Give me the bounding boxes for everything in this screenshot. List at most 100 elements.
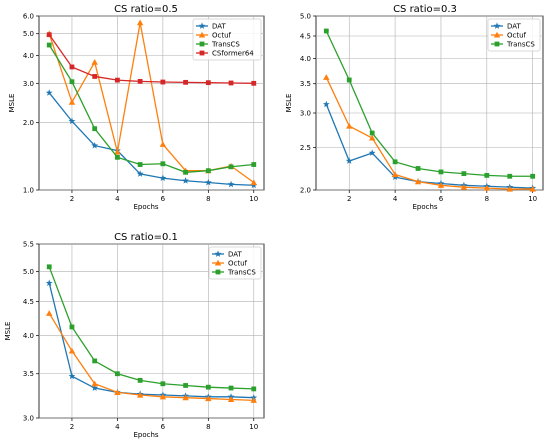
data-point-transcs [115,371,120,377]
data-point-transcs [69,79,75,85]
data-point-dat [91,141,99,149]
x-tick-label: 8 [485,195,489,203]
y-tick-label: 2.0 [300,187,311,195]
x-tick-label: 6 [161,423,166,431]
legend-marker-octuf [493,31,501,38]
data-point-transcs [369,130,375,136]
legend-box [487,18,541,52]
legend-label-transcs: TransCS [211,41,240,49]
data-point-csformer64 [115,77,120,83]
x-tick-label: 6 [439,195,444,203]
data-point-octuf [68,347,76,354]
data-point-transcs [392,159,398,165]
data-point-dat [227,180,235,188]
legend-marker-csformer64 [199,50,205,56]
series-line-octuf [48,312,254,402]
series-line-dat [48,282,254,399]
data-point-transcs [115,154,120,160]
data-point-octuf [114,148,121,155]
x-tick-label: 10 [249,195,258,203]
x-tick-label: 2 [70,423,74,431]
data-point-csformer64 [46,32,52,38]
data-point-octuf [136,19,144,26]
data-point-octuf [346,122,353,129]
y-tick-label: 5.5 [23,241,34,249]
series-group [45,19,258,189]
y-tick-label: 2.0 [23,119,34,127]
y-tick-label: 3.0 [300,110,311,118]
data-point-dat [91,384,99,391]
y-tick-label: 5.0 [23,30,34,38]
data-point-octuf [250,179,257,186]
data-point-csformer64 [92,74,98,79]
data-point-octuf [114,389,121,395]
legend-marker-octuf [214,259,222,266]
x-tick-label: 6 [161,195,166,203]
axis-ticks: 2 4 6 8 10 1.0 2.0 3.0 4.0 5.0 6.0 [23,13,258,204]
data-point-dat [136,170,144,177]
data-point-octuf [227,396,235,403]
x-tick-label: 10 [528,195,537,203]
y-tick-label: 6.0 [23,13,34,21]
series-line-octuf [325,77,533,190]
chart-title: CS ratio=0.3 [393,4,457,15]
y-tick-label: 4.0 [300,55,311,63]
legend-marker-transcs [215,269,221,275]
series-line-dat [325,104,533,189]
data-point-transcs [438,169,444,175]
data-point-transcs [137,377,143,383]
data-point-octuf [506,185,513,192]
y-tick-label: 1.0 [23,187,34,195]
data-point-transcs [205,384,211,390]
y-tick-label: 4.5 [23,298,34,306]
data-point-octuf [205,395,212,402]
y-tick-label: 4.0 [23,332,34,340]
chart-panel-cs-0.3: CS ratio=0.3 2 4 6 8 10 2.0 2.5 3.0 3.5 4.0 4.5 5.0… [285,4,544,211]
data-point-transcs [160,381,166,387]
legend-label-dat: DAT [212,23,227,31]
data-point-dat [345,157,353,164]
axis-ticks: 2 4 6 8 10 2.0 2.5 3.0 3.5 4.0 4.5 5.0 [300,13,537,204]
data-point-transcs [323,28,329,34]
data-point-transcs [484,172,490,178]
y-tick-label: 4.0 [23,52,34,60]
series-line-transcs [48,44,254,173]
legend-label-transcs: TransCS [227,269,256,277]
data-point-octuf [91,380,98,387]
data-point-csformer64 [160,79,166,85]
data-point-transcs [46,264,52,270]
y-tick-label: 3.0 [23,415,34,423]
series-group [322,28,537,192]
y-axis-label: MSLE [285,94,293,113]
legend-label-octuf: Octuf [212,32,232,40]
data-point-dat [368,149,376,156]
legend-marker-transcs [494,41,500,47]
legend-label-csformer64: CSformer64 [212,50,254,58]
x-tick-label: 4 [393,195,398,203]
data-point-octuf [250,397,257,403]
data-point-octuf [182,394,189,401]
data-point-octuf [159,141,167,147]
data-point-transcs [461,171,467,177]
x-tick-label: 4 [115,423,120,431]
data-point-transcs [415,166,421,171]
data-point-octuf [437,182,445,188]
data-point-csformer64 [251,80,257,86]
data-point-dat [68,372,76,380]
data-point-octuf [529,185,536,192]
data-point-transcs [69,324,75,330]
y-axis-label: MSLE [4,322,12,341]
data-point-octuf [136,391,144,398]
x-axis-label: Epochs [412,203,437,211]
data-point-transcs [507,173,513,179]
chart-title: CS ratio=0.5 [114,4,178,15]
data-point-transcs [92,126,98,132]
chart-panel-cs-0.1: CS ratio=0.1 2 4 6 8 10 3.0 3.5 4.0 4.5 5.0 5.5 Ep… [4,232,265,439]
series-line-transcs [48,266,254,390]
data-point-dat [159,174,167,182]
data-point-transcs [92,358,98,364]
y-tick-label: 4.5 [300,33,311,41]
